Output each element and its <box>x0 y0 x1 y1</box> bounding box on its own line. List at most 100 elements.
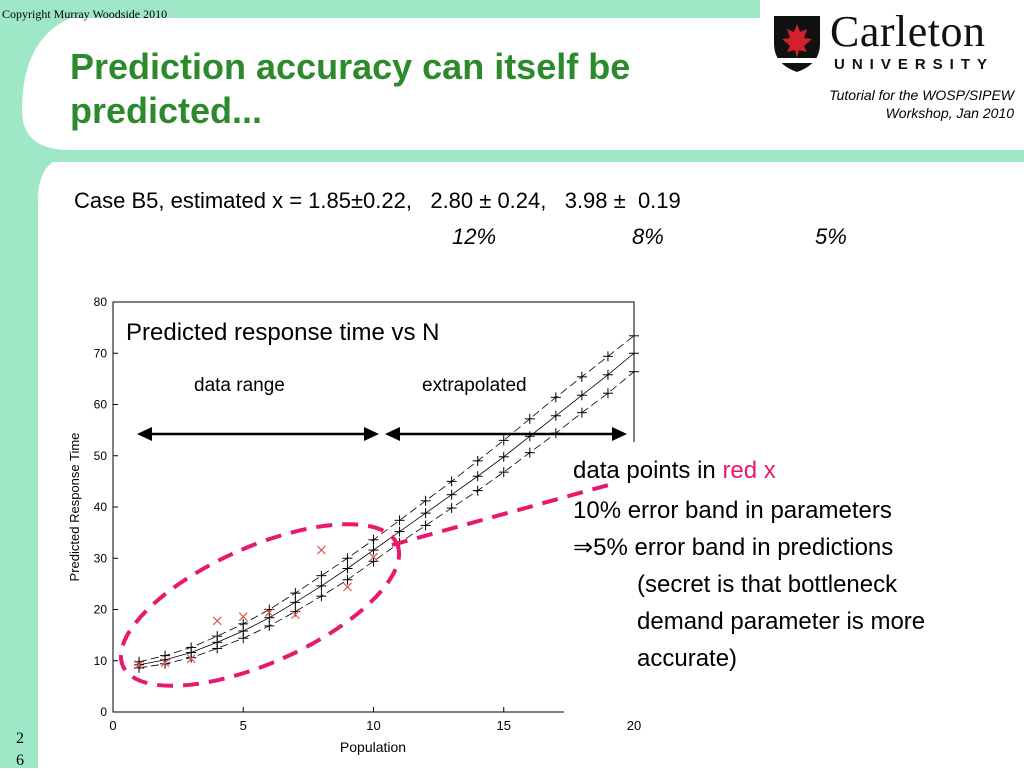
plus-marker <box>576 371 587 382</box>
response-time-chart: 0 10 20 30 40 50 60 70 80 0 5 10 15 20 Predicted resp… <box>67 295 644 755</box>
plus-marker <box>342 563 353 574</box>
data-point-x <box>212 616 222 626</box>
slide-number-line-1: 2 <box>16 730 24 747</box>
plus-marker <box>472 485 483 496</box>
plus-marker <box>316 591 327 602</box>
plus-marker <box>498 451 509 462</box>
percentage-1: 12% <box>452 224 497 249</box>
y-tick-label: 0 <box>100 705 107 719</box>
data-point-x <box>316 545 326 555</box>
extrapolated-arrow-left-head <box>385 427 400 441</box>
note-data-points-prefix: data points in <box>573 457 723 484</box>
data-range-arrow <box>137 427 379 441</box>
plus-marker <box>524 413 535 424</box>
notes-backdrop <box>564 442 644 720</box>
extrapolated-arrow-right-head <box>612 427 627 441</box>
plus-marker <box>420 520 431 531</box>
y-axis-label: Predicted Response Time <box>67 433 82 582</box>
data-point-x <box>186 654 196 664</box>
plus-marker <box>446 503 457 514</box>
plus-marker <box>524 447 535 458</box>
copyright-text: Copyright Murray Woodside 2010 <box>2 7 168 21</box>
maple-leaf <box>782 24 812 58</box>
plus-marker <box>186 642 197 653</box>
slide-number: 2 6 <box>16 728 24 772</box>
plus-marker <box>602 351 613 362</box>
data-point-x <box>134 660 144 670</box>
plus-marker <box>394 526 405 537</box>
percentage-2: 8% <box>632 224 664 249</box>
plus-marker <box>629 330 639 341</box>
tutorial-line-1: Tutorial for the WOSP/SIPEW <box>829 87 1014 103</box>
series-line-3 <box>138 371 635 669</box>
callout-line <box>391 482 613 547</box>
data-range-label: data range <box>194 375 285 396</box>
note-data-points: data points in red x <box>573 452 925 489</box>
plus-marker <box>629 366 639 377</box>
plus-marker <box>342 553 353 564</box>
plus-marker <box>212 631 223 642</box>
y-tick-label: 20 <box>94 603 108 617</box>
data-point-x <box>264 608 274 617</box>
divider-band <box>0 150 1024 162</box>
plus-marker <box>472 455 483 466</box>
carleton-shield-icon <box>774 16 820 72</box>
tutorial-caption: Tutorial for the WOSP/SIPEW Workshop, Ja… <box>734 86 1014 122</box>
data-range-arrow-right-head <box>364 427 379 441</box>
plus-marker <box>264 620 275 631</box>
data-point-x <box>369 552 378 562</box>
x-tick-label: 5 <box>240 718 247 733</box>
data-point-x <box>160 658 170 668</box>
plus-marker <box>602 388 613 399</box>
extrapolated-label: extrapolated <box>422 375 527 396</box>
chart-notes: data points in red x 10% error band in p… <box>573 452 925 677</box>
data-point-x <box>290 610 300 620</box>
plus-marker <box>316 570 327 581</box>
plus-marker <box>472 471 483 482</box>
data-point-stroke-b <box>316 545 326 555</box>
plus-marker <box>602 369 613 380</box>
data-point-x <box>343 582 352 592</box>
series-line-1 <box>138 352 635 666</box>
data-point-stroke-b <box>238 612 248 622</box>
plus-marker <box>394 515 405 526</box>
data-highlight <box>118 482 613 688</box>
x-axis-label: Population <box>340 739 406 755</box>
series-line-2 <box>138 335 635 663</box>
plus-marker <box>498 467 509 478</box>
x-tick-label: 20 <box>627 718 641 733</box>
tutorial-line-2: Workshop, Jan 2010 <box>885 105 1014 121</box>
y-tick-label: 80 <box>94 295 108 309</box>
plus-marker <box>420 508 431 519</box>
case-estimate-line: Case B5, estimated x = 1.85±0.22, 2.80 ±… <box>74 188 681 213</box>
plus-marker <box>498 435 509 446</box>
note-secret-2: demand parameter is more <box>637 608 926 635</box>
data-point-stroke-b <box>343 582 352 592</box>
data-point-stroke-b <box>134 660 144 670</box>
y-tick-label: 40 <box>94 500 108 514</box>
chart-title: Predicted response time vs N <box>126 319 439 346</box>
data-point-stroke-b <box>212 616 222 626</box>
page-title: Prediction accuracy can itself be predic… <box>70 46 631 131</box>
plus-marker <box>238 618 249 629</box>
plus-marker <box>368 545 379 556</box>
bottom-left-band <box>0 700 38 768</box>
data-point-stroke-b <box>369 552 378 562</box>
note-error-band-params: 10% error band in parameters <box>573 497 892 524</box>
plus-marker <box>342 574 353 585</box>
carleton-logo: Carleton UNIVERSITY <box>770 7 1005 76</box>
plus-marker <box>576 390 587 401</box>
percentage-3: 5% <box>815 224 847 249</box>
x-tick-label: 10 <box>366 718 380 733</box>
data-point-stroke-b <box>264 608 274 617</box>
plus-marker <box>290 597 301 608</box>
y-tick-label: 60 <box>94 398 108 412</box>
plus-marker <box>446 489 457 500</box>
plus-marker <box>446 476 457 487</box>
plus-marker <box>186 652 197 663</box>
x-tick-label: 15 <box>497 718 511 733</box>
data-range-arrow-left-head <box>137 427 152 441</box>
logo-name: Carleton <box>830 7 986 56</box>
